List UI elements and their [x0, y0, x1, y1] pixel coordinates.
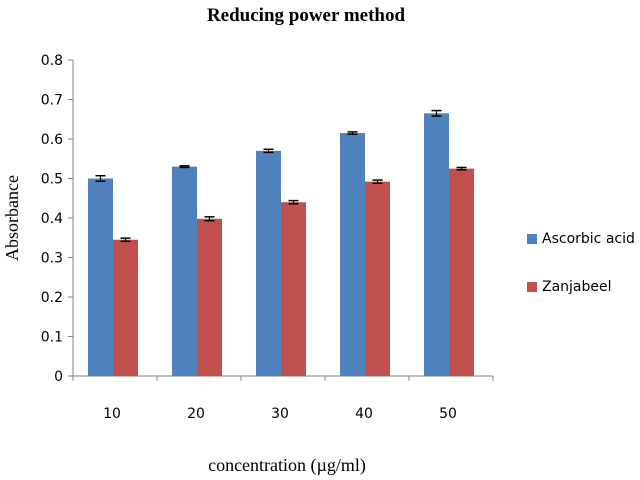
bar: [449, 168, 474, 376]
y-tick-label: 0: [54, 369, 63, 385]
bar: [172, 166, 197, 376]
chart-title: Reducing power method: [207, 5, 406, 26]
y-tick-label: 0.7: [41, 93, 63, 109]
x-tick-label: 40: [355, 406, 373, 422]
legend-swatch: [527, 282, 537, 292]
legend-swatch: [527, 234, 537, 244]
y-tick-label: 0.2: [41, 290, 63, 306]
bar: [424, 113, 449, 376]
y-tick-label: 0.4: [41, 211, 63, 227]
y-tick-label: 0.1: [41, 330, 63, 346]
y-tick-label: 0.5: [41, 172, 63, 188]
bar: [256, 150, 281, 376]
y-tick-label: 0.6: [41, 132, 63, 148]
bar: [365, 181, 390, 376]
y-tick-label: 0.3: [41, 251, 63, 267]
x-tick-label: 10: [103, 406, 121, 422]
x-tick-label: 20: [187, 406, 205, 422]
bar: [281, 202, 306, 376]
bar: [88, 178, 113, 376]
x-axis-title: concentration (µg/ml): [208, 455, 366, 476]
legend-label: Zanjabeel: [542, 279, 612, 295]
y-axis-title: Absorbance: [2, 175, 22, 261]
legend: Ascorbic acid Zanjabeel: [527, 231, 635, 295]
plot-area: 0 0.1 0.2 0.3 0.4 0.5 0.6 0.7 0.8 10 20 30 40 50: [41, 53, 494, 422]
x-tick-label: 50: [439, 406, 457, 422]
legend-label: Ascorbic acid: [542, 231, 635, 247]
bar: [113, 239, 138, 376]
bar: [197, 218, 222, 376]
x-tick-label: 30: [271, 406, 289, 422]
bar: [340, 133, 365, 376]
y-tick-label: 0.8: [41, 53, 63, 69]
